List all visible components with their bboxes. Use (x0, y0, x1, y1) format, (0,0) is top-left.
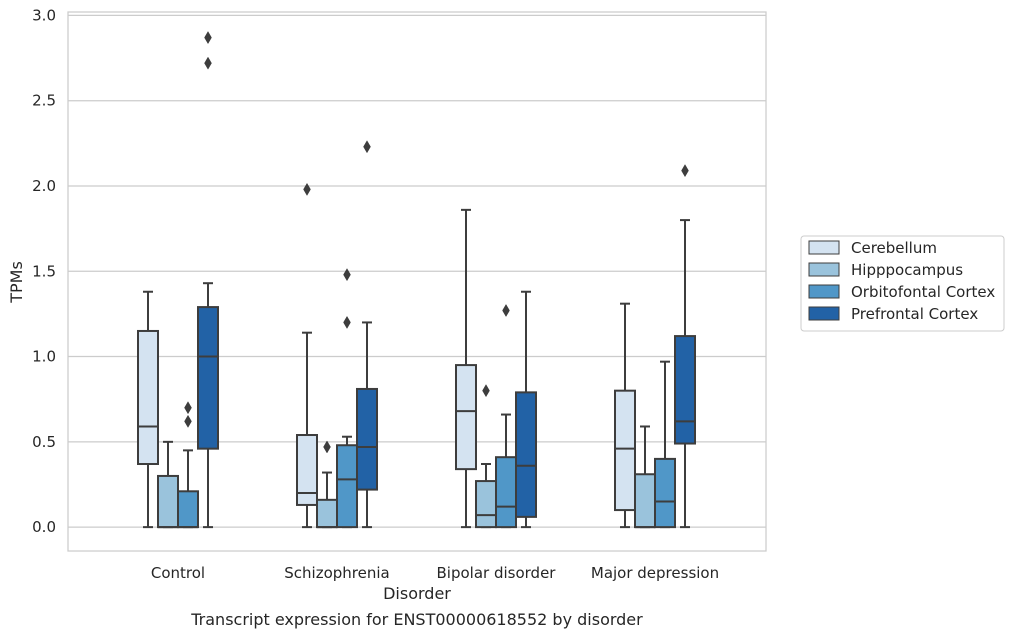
outlier-point (502, 304, 510, 317)
legend-label: Hipppocampus (851, 261, 963, 279)
gridlines (68, 14, 766, 528)
box-plot (674, 164, 696, 529)
x-tick-label: Bipolar disorder (437, 564, 557, 582)
x-tick-label: Control (151, 564, 205, 582)
box (137, 329, 159, 466)
y-tick-label: 0.5 (32, 433, 56, 451)
plot-area (67, 11, 767, 552)
outlier-point (204, 31, 212, 45)
legend-label: Prefrontal Cortex (851, 305, 978, 323)
box (654, 457, 676, 529)
y-tick-label: 1.0 (32, 348, 56, 366)
box (316, 498, 338, 529)
box-plot (137, 290, 159, 529)
legend-frame (800, 235, 1005, 332)
box-plot (356, 140, 378, 529)
box (157, 474, 179, 529)
box (296, 434, 318, 506)
outlier-point (681, 164, 689, 178)
y-tick-label: 0.0 (32, 518, 56, 536)
outlier-point (184, 414, 192, 428)
box (515, 391, 537, 518)
box-plot (296, 182, 318, 529)
legend-items: Cerebellum Hipppocampus Orbitofontal Corte… (808, 239, 995, 323)
box-plot (475, 384, 497, 529)
box (634, 473, 656, 529)
y-tick-label: 1.5 (32, 262, 56, 280)
legend-swatch (808, 284, 840, 299)
box-plot (515, 290, 537, 529)
legend-swatch (808, 262, 840, 277)
y-axis-ticks: 0.0 0.5 1.0 1.5 2.0 2.5 3.0 (32, 6, 56, 536)
box (475, 480, 497, 529)
outlier-point (204, 56, 212, 70)
x-axis-label: Disorder (383, 584, 451, 603)
y-axis-label: TPMs (7, 261, 26, 304)
x-tick-label: Schizophrenia (284, 564, 389, 582)
figure-caption: Transcript expression for ENST0000061855… (190, 610, 643, 629)
box-plots (137, 31, 696, 529)
box (336, 444, 358, 529)
outlier-point (363, 140, 371, 154)
outlier-point (323, 440, 331, 454)
box-plot (495, 304, 517, 529)
box-plot (157, 440, 179, 529)
legend-label: Orbitofontal Cortex (851, 283, 995, 301)
box-plot (316, 440, 338, 529)
outlier-point (343, 268, 351, 282)
outlier-point (482, 384, 490, 398)
box-plot (177, 401, 199, 529)
legend: Cerebellum Hipppocampus Orbitofontal Corte… (800, 235, 1005, 332)
box-plot (336, 268, 358, 529)
x-axis-ticks: Control Schizophrenia Bipolar disorder Majo… (151, 564, 719, 582)
x-tick-label: Major depression (591, 564, 719, 582)
box-plot (634, 425, 656, 529)
legend-swatch (808, 306, 840, 321)
box (455, 364, 477, 471)
box-plot (654, 360, 676, 529)
outlier-point (343, 315, 351, 329)
box (614, 389, 636, 512)
box-plot (455, 208, 477, 529)
outlier-point (184, 401, 192, 415)
y-tick-label: 3.0 (32, 6, 56, 24)
y-tick-label: 2.5 (32, 92, 56, 110)
box (495, 456, 517, 529)
y-tick-label: 2.0 (32, 177, 56, 195)
box-plot (197, 31, 219, 529)
outlier-point (303, 182, 311, 196)
box (177, 490, 199, 529)
legend-label: Cerebellum (851, 239, 937, 257)
box (356, 387, 378, 491)
box-plot (614, 302, 636, 529)
box (197, 306, 219, 450)
box (674, 335, 696, 445)
legend-swatch (808, 240, 840, 255)
